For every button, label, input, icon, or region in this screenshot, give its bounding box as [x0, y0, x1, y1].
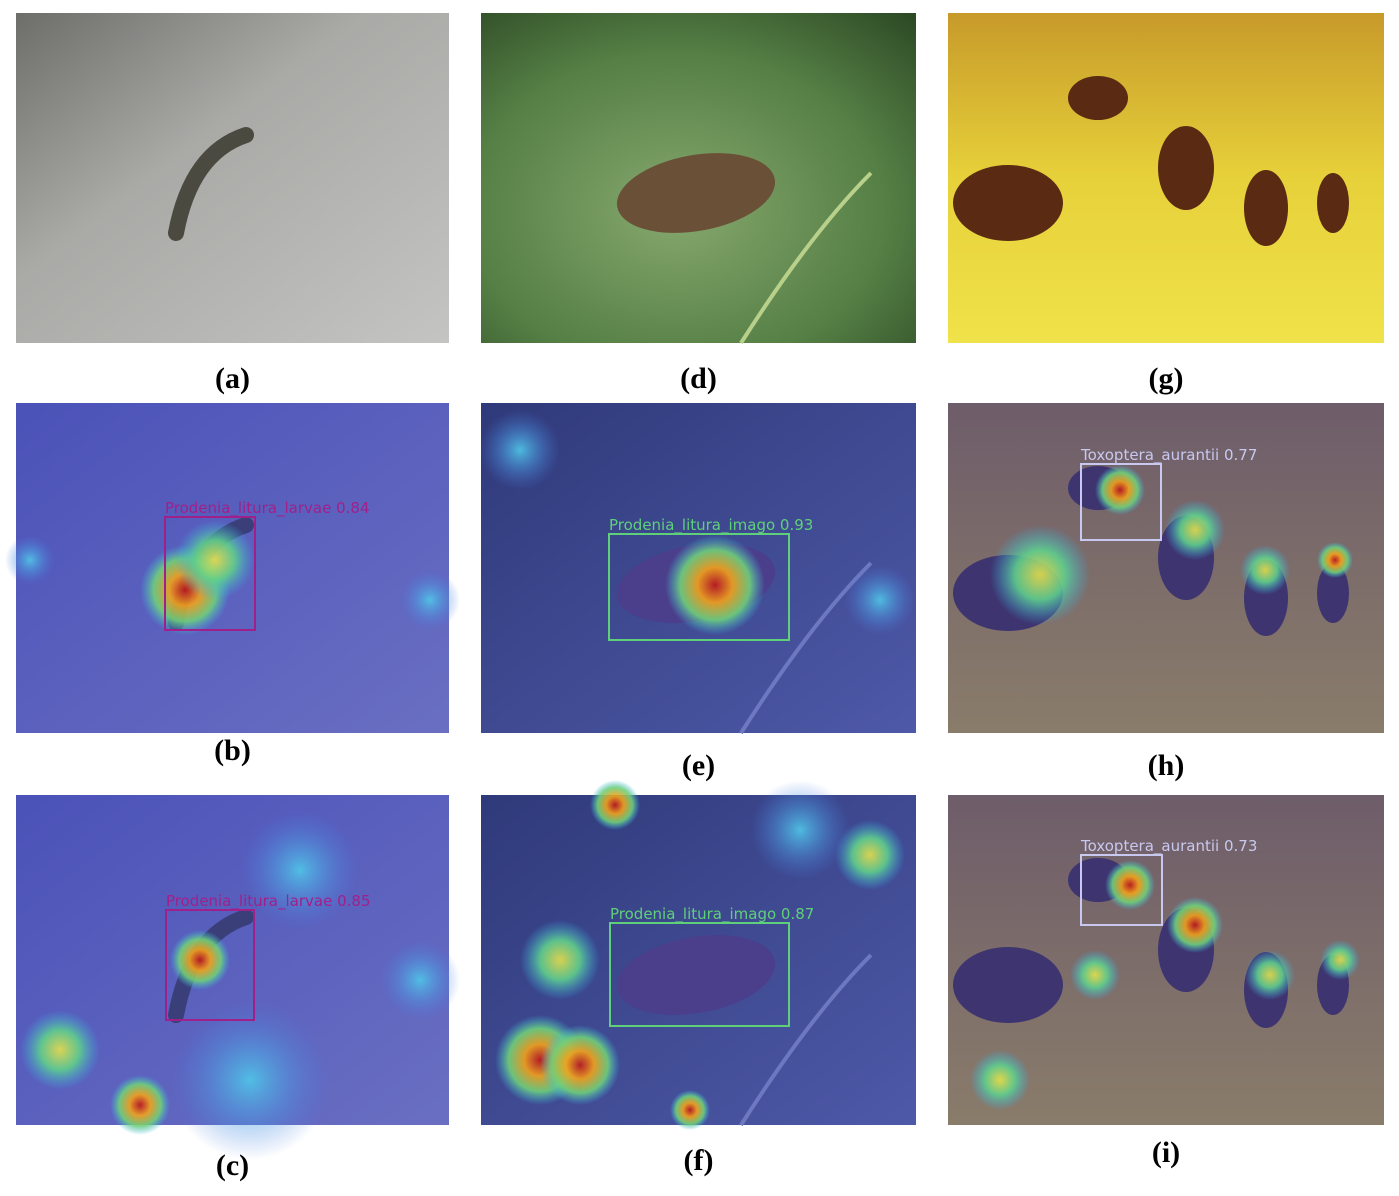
panel: Prodenia_litura_imago 0.87 (f) [481, 780, 916, 1177]
panel: Prodenia_litura_imago 0.93 (e) [480, 403, 916, 782]
heatmap-blob [670, 1090, 710, 1130]
heatmap-blob [170, 1000, 330, 1160]
heatmap-blob [110, 1075, 170, 1135]
heatmap-blob [1070, 950, 1120, 1000]
detection-label: Prodenia_litura_imago 0.87 [610, 905, 814, 924]
heatmap-blob [175, 520, 255, 600]
detection-box [165, 909, 255, 1021]
aphid [1317, 173, 1349, 233]
heatmap-blob [480, 410, 560, 490]
detection-label: Toxoptera_aurantii 0.77 [1080, 446, 1257, 465]
panel-caption: (g) [1149, 362, 1184, 395]
aphid [1317, 563, 1349, 623]
aphid [1244, 170, 1288, 246]
heatmap-blob [835, 820, 905, 890]
heatmap-blob [665, 535, 765, 635]
detection-label: Toxoptera_aurantii 0.73 [1080, 837, 1257, 856]
panel-caption: (b) [214, 734, 251, 767]
heatmap-blob [1105, 860, 1155, 910]
panel-caption: (e) [682, 749, 715, 782]
moth [616, 153, 776, 233]
moth [616, 935, 776, 1015]
detection-box [1080, 463, 1162, 541]
heatmap-blob [990, 525, 1090, 625]
panel: Prodenia_litura_larvae 0.85 (c) [16, 795, 460, 1182]
panel-caption: (h) [1148, 749, 1185, 782]
heatmap-blob [590, 780, 640, 830]
detection-box [164, 516, 256, 631]
aphid [953, 165, 1063, 241]
heatmap-blob [1095, 465, 1145, 515]
heatmap-blob [170, 930, 230, 990]
heatmap-blob [1240, 545, 1290, 595]
panel: (a) [16, 13, 449, 395]
heatmap-blob [1245, 950, 1295, 1000]
heatmap-blob [1167, 897, 1223, 953]
panel-caption: (i) [1152, 1136, 1180, 1169]
panel-caption: (d) [680, 362, 717, 395]
larva [168, 127, 254, 241]
heatmap-blob [540, 1025, 620, 1105]
detection-label: Prodenia_litura_larvae 0.85 [166, 892, 371, 911]
panel: Toxoptera_aurantii 0.77 (h) [948, 403, 1384, 782]
panel: (d) [481, 13, 916, 395]
aphid [1158, 126, 1214, 210]
panel-caption: (f) [684, 1144, 714, 1177]
detection-box [608, 533, 790, 641]
heatmap-blob [1320, 940, 1360, 980]
detection-box [1080, 854, 1163, 926]
panel: (g) [948, 13, 1384, 395]
aphid [953, 947, 1063, 1023]
leaf-vein [739, 953, 873, 1127]
heatmap-blob [1317, 542, 1353, 578]
heatmap-blob [1165, 500, 1225, 560]
detection-label: Prodenia_litura_imago 0.93 [609, 516, 813, 535]
heatmap-blob [5, 535, 55, 585]
heatmap-blob [845, 565, 915, 635]
aphid [1068, 76, 1128, 120]
heatmap-blob [400, 570, 460, 630]
heatmap-blob [750, 780, 850, 880]
panel-caption: (a) [215, 362, 250, 395]
heatmap-blob [380, 940, 460, 1020]
detection-box [609, 922, 790, 1027]
panel: Prodenia_litura_larvae 0.84 (b) [5, 403, 460, 767]
panel: Toxoptera_aurantii 0.73 (i) [948, 795, 1384, 1169]
leaf-vein [739, 171, 873, 345]
heatmap-blob [20, 1010, 100, 1090]
heatmap-blob [520, 920, 600, 1000]
panel-image [16, 13, 449, 343]
heatmap-blob [970, 1050, 1030, 1110]
panel-caption: (c) [216, 1149, 249, 1182]
detection-label: Prodenia_litura_larvae 0.84 [165, 499, 370, 518]
heatmap-blob [240, 810, 360, 930]
